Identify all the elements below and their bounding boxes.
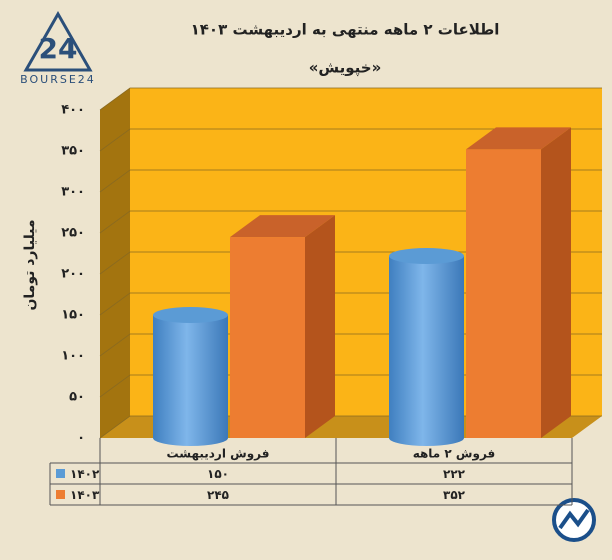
grid-line	[99, 169, 602, 193]
y-tick-label: ۰	[77, 431, 85, 446]
grid-line	[99, 87, 602, 111]
badge	[552, 498, 596, 542]
box-top	[466, 127, 571, 150]
chart-subtitle: «خپویش»	[309, 59, 382, 78]
box-top	[230, 215, 335, 238]
bar	[153, 307, 228, 446]
y-tick-label: ۳۰۰	[61, 185, 85, 200]
y-tick-label: ۴۰۰	[61, 103, 85, 118]
bar	[389, 247, 464, 446]
svg-text:24: 24	[39, 32, 78, 65]
y-tick-label: ۱۵۰	[61, 308, 85, 323]
y-tick-label: ۵۰	[69, 390, 85, 405]
table-value: ۱۵۰	[207, 467, 229, 481]
table-value: ۲۲۲	[443, 467, 466, 481]
box-front	[466, 149, 541, 439]
cylinder-top	[153, 307, 228, 323]
y-tick-label: ۱۰۰	[61, 349, 85, 364]
grid-line	[99, 128, 602, 152]
y-axis-label: میلیارد تومان	[22, 219, 38, 310]
table-value: ۳۵۲	[443, 488, 466, 502]
y-tick-label: ۲۵۰	[61, 226, 85, 241]
cylinder-body	[389, 255, 464, 446]
brand: BOURSE24	[20, 73, 96, 86]
box-front	[230, 237, 305, 438]
cylinder-body	[153, 315, 228, 446]
logo: 24 BOURSE24	[20, 10, 96, 86]
y-tick-label: ۳۵۰	[61, 144, 85, 159]
box-side	[541, 127, 571, 439]
chart-title: اطلاعات ۲ ماهه منتهی به اردیبهشت ۱۴۰۳	[191, 21, 500, 39]
legend-swatch	[56, 469, 65, 478]
table-value: ۲۴۵	[207, 488, 229, 502]
cylinder-top	[389, 247, 464, 264]
legend-swatch	[56, 490, 65, 499]
grid-line	[99, 210, 602, 234]
legend-label: ۱۴۰۲	[70, 467, 100, 481]
y-tick-label: ۲۰۰	[61, 267, 85, 282]
bar	[230, 215, 335, 438]
legend-label: ۱۴۰۳	[70, 488, 100, 502]
bar	[466, 127, 571, 439]
box-side	[305, 215, 335, 438]
x-tick-label: فروش اردیبهشت	[167, 447, 270, 462]
x-tick-label: فروش ۲ ماهه	[413, 447, 496, 462]
